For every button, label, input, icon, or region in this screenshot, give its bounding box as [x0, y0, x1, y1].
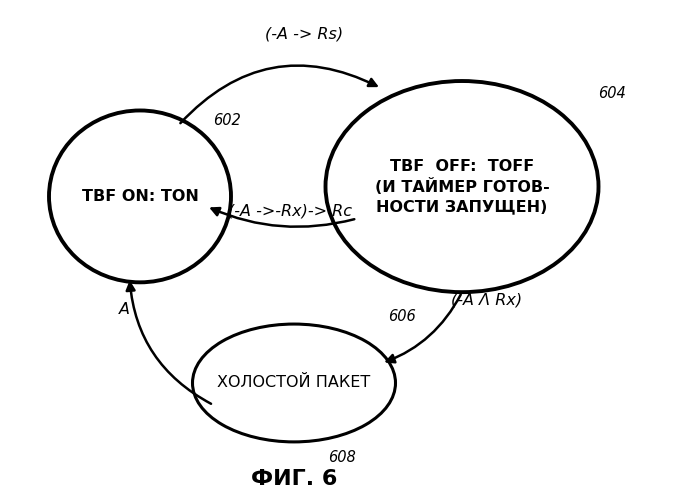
Text: (-A ->-Rx)-> Rc: (-A ->-Rx)-> Rc — [228, 204, 353, 218]
Text: 608: 608 — [328, 450, 356, 465]
Text: (-A Λ Rx): (-A Λ Rx) — [451, 292, 522, 307]
Text: A: A — [119, 302, 130, 317]
Text: 604: 604 — [598, 86, 626, 101]
Text: TBF ON: TON: TBF ON: TON — [82, 189, 198, 204]
Text: 606: 606 — [389, 309, 416, 324]
Text: TBF  OFF:  TOFF
(И ТАЙМЕР ГОТОВ-
НОСТИ ЗАПУЩЕН): TBF OFF: TOFF (И ТАЙМЕР ГОТОВ- НОСТИ ЗАП… — [374, 159, 550, 214]
Text: ФИГ. 6: ФИГ. 6 — [251, 469, 337, 489]
Ellipse shape — [193, 324, 396, 442]
Text: ХОЛОСТОЙ ПАКЕТ: ХОЛОСТОЙ ПАКЕТ — [218, 376, 370, 390]
Ellipse shape — [326, 81, 598, 292]
Text: 602: 602 — [214, 113, 242, 128]
Text: (-A -> Rs): (-A -> Rs) — [265, 27, 344, 42]
Ellipse shape — [49, 110, 231, 282]
